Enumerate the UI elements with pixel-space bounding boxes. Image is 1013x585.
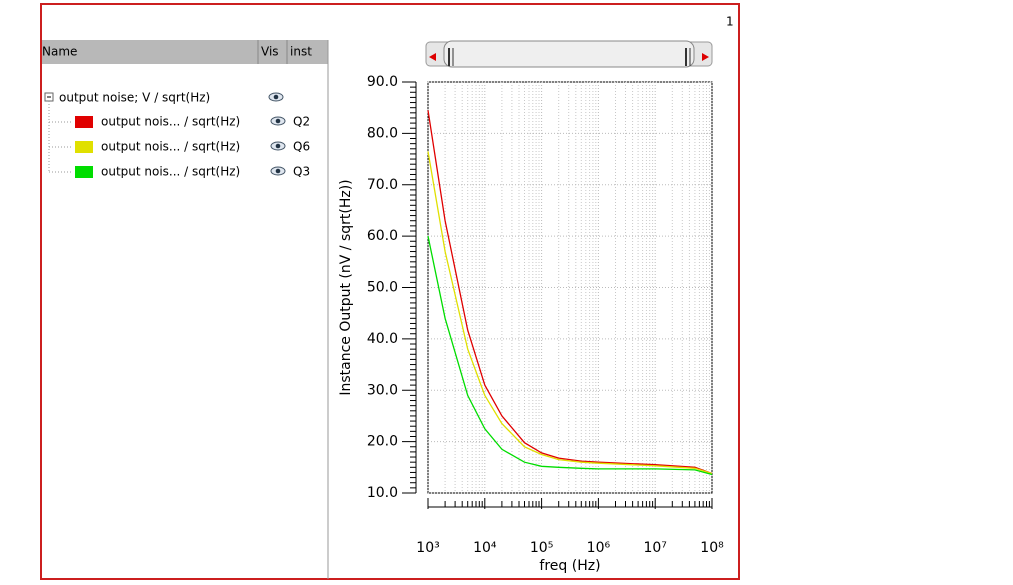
- y-tick-label: 40.0: [367, 331, 398, 347]
- x-tick-label: 10⁵: [530, 540, 553, 556]
- y-tick-label: 90.0: [367, 74, 398, 90]
- legend-label[interactable]: output nois... / sqrt(Hz): [101, 140, 240, 154]
- inst-label: Q2: [293, 115, 310, 129]
- y-tick-label: 60.0: [367, 228, 398, 244]
- legend-title: output noise; V / sqrt(Hz): [59, 91, 210, 105]
- y-tick-label: 80.0: [367, 125, 398, 141]
- x-tick-label: 10⁴: [473, 540, 497, 556]
- y-tick-label: 10.0: [367, 485, 398, 501]
- page-number: 1: [726, 15, 734, 29]
- legend-label[interactable]: output nois... / sqrt(Hz): [101, 165, 240, 179]
- inst-label: Q3: [293, 165, 310, 179]
- series-line: [427, 151, 713, 475]
- column-header[interactable]: Vis: [261, 45, 279, 59]
- x-tick-label: 10⁸: [700, 540, 724, 556]
- y-tick-label: 70.0: [367, 177, 398, 193]
- y-tick-label: 50.0: [367, 280, 398, 296]
- x-axis-label: freq (Hz): [539, 558, 600, 574]
- y-tick-label: 20.0: [367, 434, 398, 450]
- inst-label: Q6: [293, 140, 310, 154]
- visibility-eye-pupil: [275, 118, 281, 124]
- x-tick-label: 10⁶: [587, 540, 611, 556]
- column-header[interactable]: Name: [42, 45, 77, 59]
- visibility-eye-pupil: [273, 94, 279, 100]
- visibility-eye-pupil: [275, 143, 281, 149]
- legend-swatch: [75, 166, 93, 178]
- series-line: [427, 235, 713, 476]
- y-axis-label: Instance Output (nV / sqrt(Hz)): [338, 179, 354, 395]
- x-tick-label: 10³: [416, 540, 439, 556]
- x-tick-label: 10⁷: [643, 540, 666, 556]
- column-header[interactable]: inst: [290, 45, 312, 59]
- visibility-eye-pupil: [275, 168, 281, 174]
- legend-label[interactable]: output nois... / sqrt(Hz): [101, 115, 240, 129]
- series-line: [427, 110, 713, 475]
- legend-swatch: [75, 141, 93, 153]
- scrollbar[interactable]: [425, 40, 713, 68]
- legend-swatch: [75, 116, 93, 128]
- tree-header: [42, 40, 328, 64]
- y-tick-label: 30.0: [367, 382, 398, 398]
